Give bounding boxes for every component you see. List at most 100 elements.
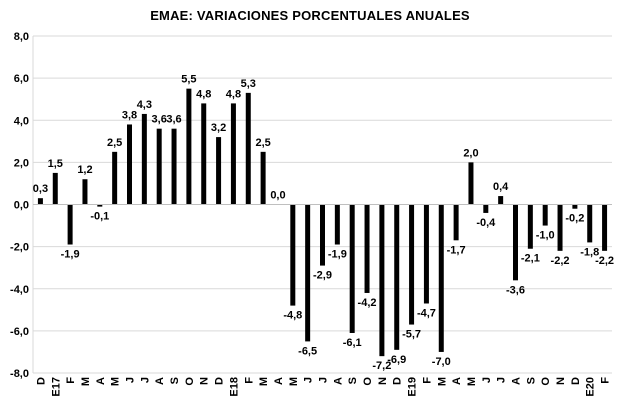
x-tick-label: N	[199, 377, 211, 385]
x-tick-label: D	[392, 377, 404, 385]
data-label: 2,5	[107, 137, 122, 149]
bar	[201, 103, 207, 205]
data-label: 1,5	[48, 158, 63, 170]
bar	[37, 198, 43, 205]
data-label: 0,4	[493, 181, 509, 193]
x-tick-label: F	[65, 377, 77, 384]
data-label: -0,1	[90, 211, 109, 223]
x-tick-label: D	[214, 377, 226, 385]
bar	[216, 137, 222, 205]
bar	[483, 204, 489, 213]
x-tick-label: E17	[50, 377, 62, 397]
y-tick-label: 2,0	[14, 157, 29, 169]
data-label: -4,2	[358, 297, 377, 309]
y-tick-label: -8,0	[10, 368, 29, 380]
bar	[334, 204, 340, 245]
data-label: -7,0	[432, 356, 451, 368]
data-label: -6,5	[298, 345, 317, 357]
data-label: 3,8	[122, 109, 137, 121]
data-label: -2,9	[313, 270, 332, 282]
x-tick-label: E20	[585, 377, 597, 397]
data-label: 5,5	[181, 74, 196, 86]
x-tick-label: J	[496, 377, 508, 383]
bar	[409, 204, 415, 325]
data-label: -4,7	[417, 307, 436, 319]
bar	[67, 204, 73, 245]
data-label: -3,6	[506, 284, 525, 296]
x-tick-label: A	[154, 377, 166, 385]
data-label: -1,9	[61, 249, 80, 261]
data-label: -0,4	[476, 217, 496, 229]
bar	[379, 204, 385, 357]
data-label: 4,3	[137, 99, 152, 111]
x-tick-label: A	[451, 377, 463, 385]
bar	[542, 204, 548, 226]
x-tick-label: S	[169, 377, 181, 384]
data-label: -6,9	[387, 354, 406, 366]
x-tick-label: F	[600, 377, 612, 384]
data-label: 3,2	[211, 122, 226, 134]
x-tick-label: M	[258, 377, 270, 386]
data-label: -1,0	[536, 230, 555, 242]
bar	[423, 204, 429, 304]
data-label: -1,8	[580, 246, 599, 258]
x-tick-label: E18	[228, 377, 240, 397]
y-tick-label: 4,0	[14, 115, 29, 127]
bar	[364, 204, 370, 293]
x-tick-label: J	[125, 377, 137, 383]
bar	[141, 113, 147, 205]
bar	[171, 128, 177, 205]
x-tick-label: A	[273, 377, 285, 385]
bar	[52, 172, 58, 205]
data-label: 2,0	[463, 147, 478, 159]
y-tick-label: 0,0	[14, 200, 29, 212]
x-tick-label: M	[466, 377, 478, 386]
bar	[572, 204, 578, 209]
y-tick-label: -4,0	[10, 284, 29, 296]
x-tick-label: F	[421, 377, 433, 384]
x-tick-label: J	[303, 377, 315, 383]
x-tick-label: A	[511, 377, 523, 385]
y-axis-ticks: 8,0 6,0 4,0 2,0 0,0 -2,0 -4,0 -6,0 -8,0	[10, 31, 29, 380]
bar	[468, 162, 474, 205]
bar	[82, 179, 88, 205]
data-label: -2,2	[551, 255, 570, 267]
data-label: -7,2	[372, 360, 391, 372]
x-axis-ticks: D E17 F M A M J J A S O N D E18 F M A M J J A S O N D E19 F M A M J J A S…	[35, 377, 611, 397]
y-tick-label: -2,0	[10, 242, 29, 254]
data-label: -5,7	[402, 329, 421, 341]
data-label: -4,8	[283, 310, 302, 322]
x-tick-label: A	[95, 377, 107, 385]
bar	[513, 204, 518, 281]
y-tick-label: 6,0	[14, 73, 29, 85]
data-label: 4,8	[196, 88, 211, 100]
bar	[453, 204, 459, 241]
x-tick-label: M	[80, 377, 92, 386]
data-label: 2,5	[255, 137, 270, 149]
x-tick-label: S	[525, 377, 537, 384]
x-tick-label: F	[243, 377, 255, 384]
x-tick-label: O	[540, 377, 552, 386]
bar	[602, 204, 608, 251]
x-tick-label: M	[110, 377, 122, 386]
chart-title: EMAE: VARIACIONES PORCENTUALES ANUALES	[150, 8, 470, 23]
data-label: 3,6	[166, 114, 181, 126]
y-tick-label: 8,0	[14, 31, 29, 43]
x-tick-label: E19	[407, 377, 419, 397]
x-tick-label: O	[184, 377, 196, 386]
bar	[305, 204, 311, 342]
bar	[438, 204, 444, 352]
data-label: -6,1	[343, 337, 362, 349]
bar	[112, 151, 118, 205]
x-tick-label: A	[332, 377, 344, 385]
bar	[186, 88, 192, 205]
data-label: 0,3	[33, 183, 48, 195]
bar	[349, 204, 355, 333]
x-tick-label: N	[555, 377, 567, 385]
x-tick-label: M	[288, 377, 300, 386]
data-label: -2,1	[521, 253, 540, 265]
data-labels: 0,31,5-1,91,2-0,12,53,84,33,6 3,65,54,83,…	[33, 74, 614, 372]
x-tick-label: J	[481, 377, 493, 383]
x-tick-label: J	[318, 377, 330, 383]
x-tick-label: D	[35, 377, 47, 385]
